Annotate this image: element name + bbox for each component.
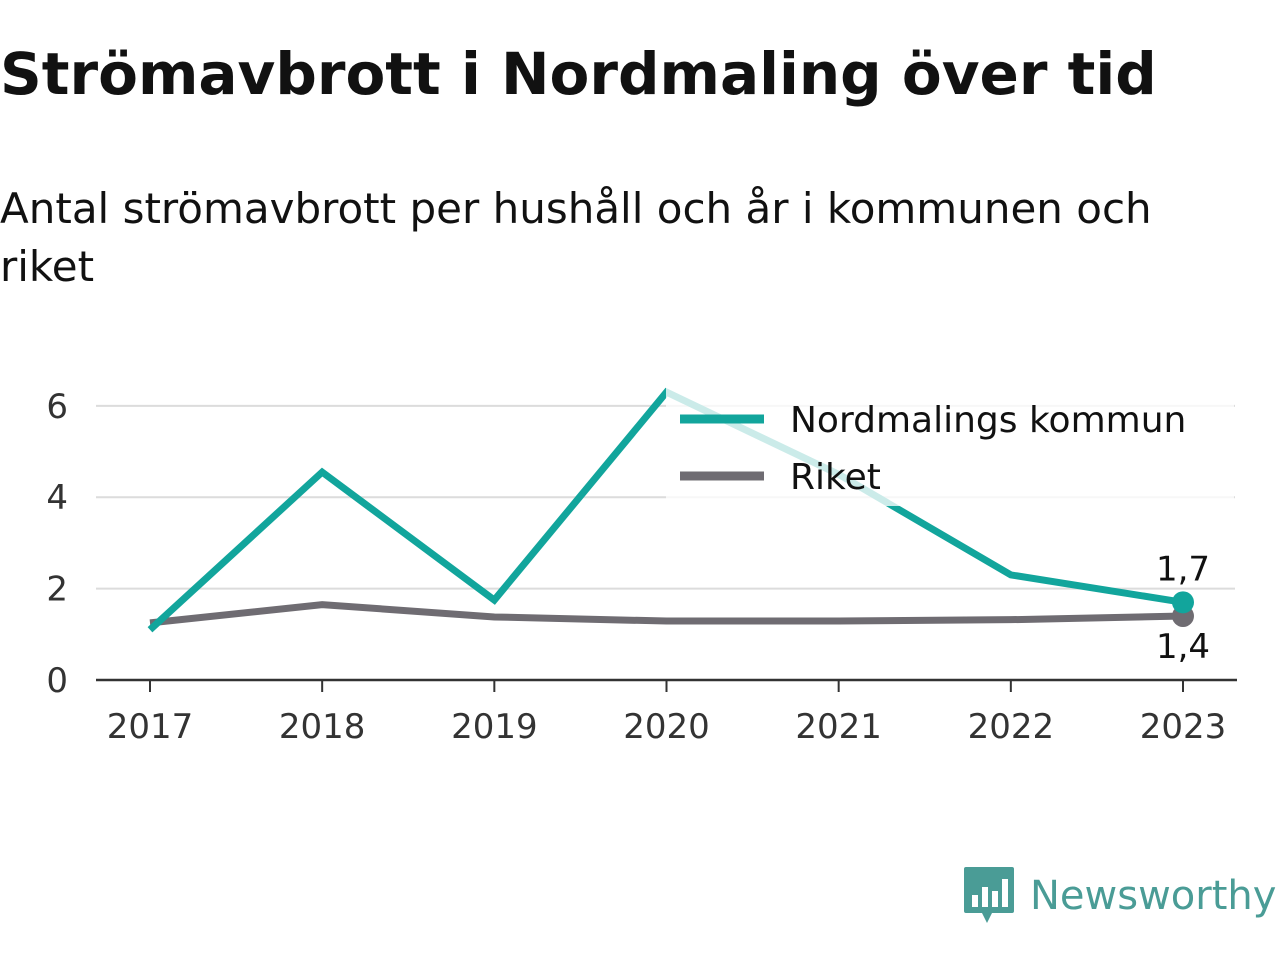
x-tick-label: 2022 [968,707,1055,747]
end-labels: 1,7 1,4 [1156,549,1210,667]
y-tick-label: 6 [46,387,68,427]
legend-label: Riket [790,457,881,498]
legend-label: Nordmalings kommun [790,400,1186,441]
brand-name: Newsworthy [1030,873,1277,919]
axis-layer: 0 2 4 6 2017 2018 2019 2020 2021 2022 2023 [46,387,1237,747]
x-tick-label: 2018 [279,707,366,747]
y-tick-label: 0 [46,661,68,701]
end-value-label: 1,4 [1156,627,1210,667]
series-line-riket [149,601,1184,627]
brand-logo: Newsworthy [962,864,1276,928]
chart-title: Strömavbrott i Nordmaling över tid [0,40,1157,108]
legend-background [666,388,1234,506]
x-tick-label: 2023 [1140,707,1227,747]
chart-subtitle: Antal strömavbrott per hushåll och år i … [0,184,1152,291]
x-tick-label: 2021 [795,707,882,747]
legend: Nordmalings kommun Riket [666,388,1234,506]
y-tick-label: 4 [46,478,68,518]
x-tick-label: 2020 [623,707,710,747]
end-value-label: 1,7 [1156,549,1210,589]
x-tick-label: 2017 [107,707,194,747]
bar-chart-speech-bubble-icon [964,867,1014,923]
y-tick-label: 2 [46,570,68,610]
x-tick-label: 2019 [451,707,538,747]
end-marker-nordmalings-kommun [1172,591,1194,614]
